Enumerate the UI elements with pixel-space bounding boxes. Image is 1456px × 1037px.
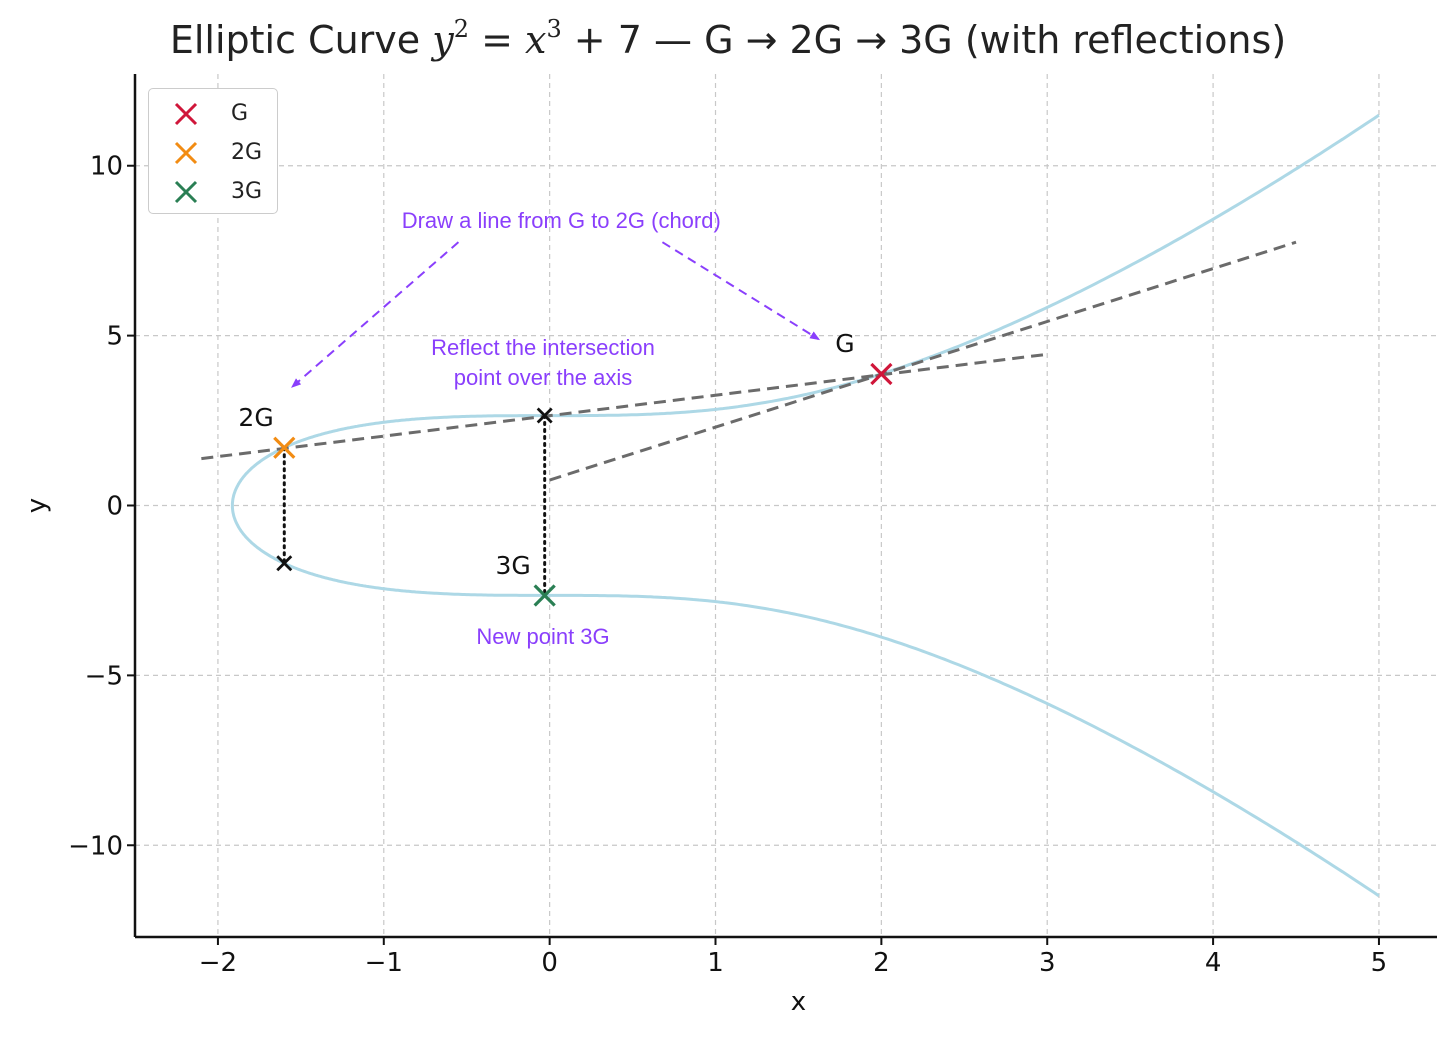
title-eq: = [469,18,525,62]
legend-label-3g: 3G [231,179,263,204]
legend-item-2g: 2G [149,134,275,165]
y-tick-label: −5 [85,661,123,691]
new-point-annotation: New point 3G [476,624,609,649]
y-tick-label: −10 [68,831,123,861]
point-3g-marker-stroke-b [533,584,556,607]
legend: G 2G 3G [148,88,278,214]
chord-line [201,352,1048,461]
x-tick-label: 3 [1039,948,1056,978]
title-rhs-rest: + 7 [561,18,642,62]
point-g-marker-stroke-b [870,362,893,386]
legend-item-3g: 3G [149,173,275,204]
title-rhs-exp: 3 [546,15,562,43]
title-prefix: Elliptic Curve [169,18,433,62]
x-tick-label: 4 [1205,948,1222,978]
x-tick-label: 5 [1371,948,1388,978]
x-tick-label: −1 [365,948,403,978]
reflect-annotation-line2: point over the axis [454,365,633,390]
annotation-arrow [661,241,821,341]
series-layer [201,113,1380,898]
legend-item-g: G [149,95,275,126]
point-2g-marker [273,436,296,459]
elliptic-curve-line [230,113,1380,898]
intersection-marker [536,407,553,424]
x-tick-label: 1 [707,948,724,978]
title-rhs-base: x [525,18,547,62]
legend-label-g: G [231,101,249,126]
intersection-marker-stroke-b [536,407,553,424]
x-tick-label: −2 [199,948,237,978]
points-layer [273,362,893,607]
legend-g-marker-icon [174,102,198,126]
y-tick-label: 10 [90,152,123,182]
chart-title: Elliptic Curve y2 = x3 + 7 — G → 2G → 3G… [0,15,1456,62]
point-g-marker [870,362,893,386]
point-2g-marker-stroke-b [273,436,296,459]
chord-annotation: Draw a line from G to 2G (chord) [402,208,721,233]
legend-3g-marker-icon [174,180,198,204]
y-tick-label: 5 [106,322,123,352]
legend-label-2g: 2G [231,140,263,165]
point-label-3g: 3G [496,551,531,580]
x-axis-label: x [791,987,806,1017]
point-label-2g: 2G [238,403,273,432]
point-label-g: G [835,329,854,358]
title-lhs-base: y [432,18,454,62]
legend-2g-marker-icon [174,141,198,165]
labels-layer: G 2G 3G [238,329,854,580]
point-3g-marker [533,584,556,607]
reflect-2G-marker [276,555,293,572]
title-suffix: — G → 2G → 3G (with reflections) [641,18,1287,62]
x-tick-label: 0 [541,948,558,978]
annotation-layer: Draw a line from G to 2G (chord) Reflect … [291,208,821,649]
reflect-annotation-line1: Reflect the intersection [431,335,655,360]
title-rhs: x3 [525,15,562,62]
y-tick-label: 0 [106,492,123,522]
y-axis-label: y [22,498,52,513]
x-tick-label: 2 [873,948,890,978]
reflect-2G-marker-stroke-b [276,555,293,572]
tangent-line [549,240,1297,482]
title-lhs-exp: 2 [453,15,469,43]
title-lhs: y2 [432,15,469,62]
annotation-arrow [291,241,460,388]
